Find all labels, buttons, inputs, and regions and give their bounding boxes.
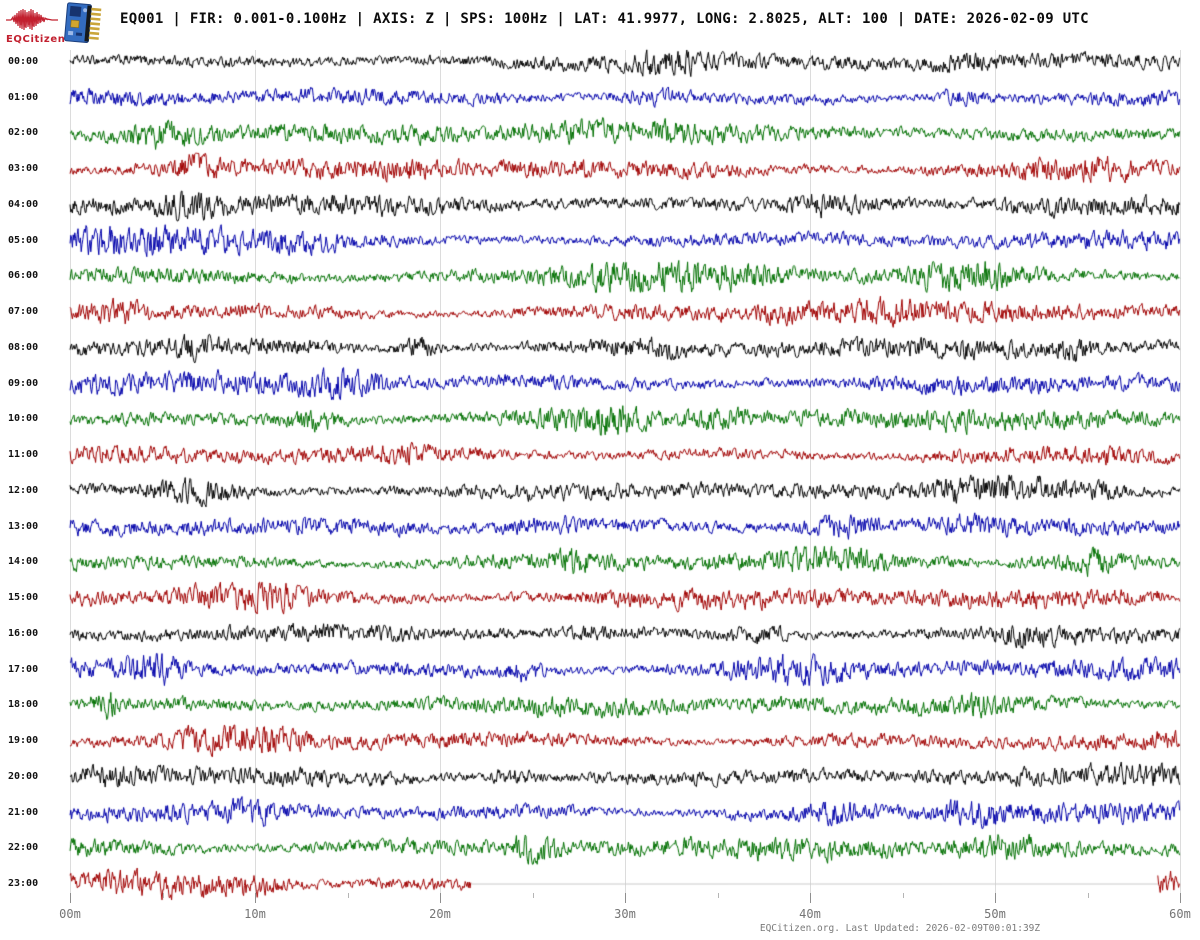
x-axis-label: 50m [984, 907, 1006, 921]
major-tick [810, 893, 811, 903]
major-tick [1180, 893, 1181, 903]
x-axis-label: 30m [614, 907, 636, 921]
major-tick [625, 893, 626, 903]
minor-tick [1087, 893, 1089, 898]
footer-text: EQCitizen.org. Last Updated: 2026-02-09T… [759, 923, 1041, 934]
major-tick [995, 893, 996, 903]
x-axis-label: 20m [429, 907, 451, 921]
x-axis-label: 40m [799, 907, 821, 921]
minor-tick [532, 893, 534, 898]
minor-tick [717, 893, 719, 898]
minor-tick [347, 893, 349, 898]
major-tick [255, 893, 256, 903]
x-axis-label: 60m [1169, 907, 1191, 921]
major-tick [70, 893, 71, 903]
minor-tick [902, 893, 904, 898]
x-axis-label: 10m [244, 907, 266, 921]
minor-tick [162, 893, 164, 898]
major-tick [440, 893, 441, 903]
x-axis-label: 00m [59, 907, 81, 921]
